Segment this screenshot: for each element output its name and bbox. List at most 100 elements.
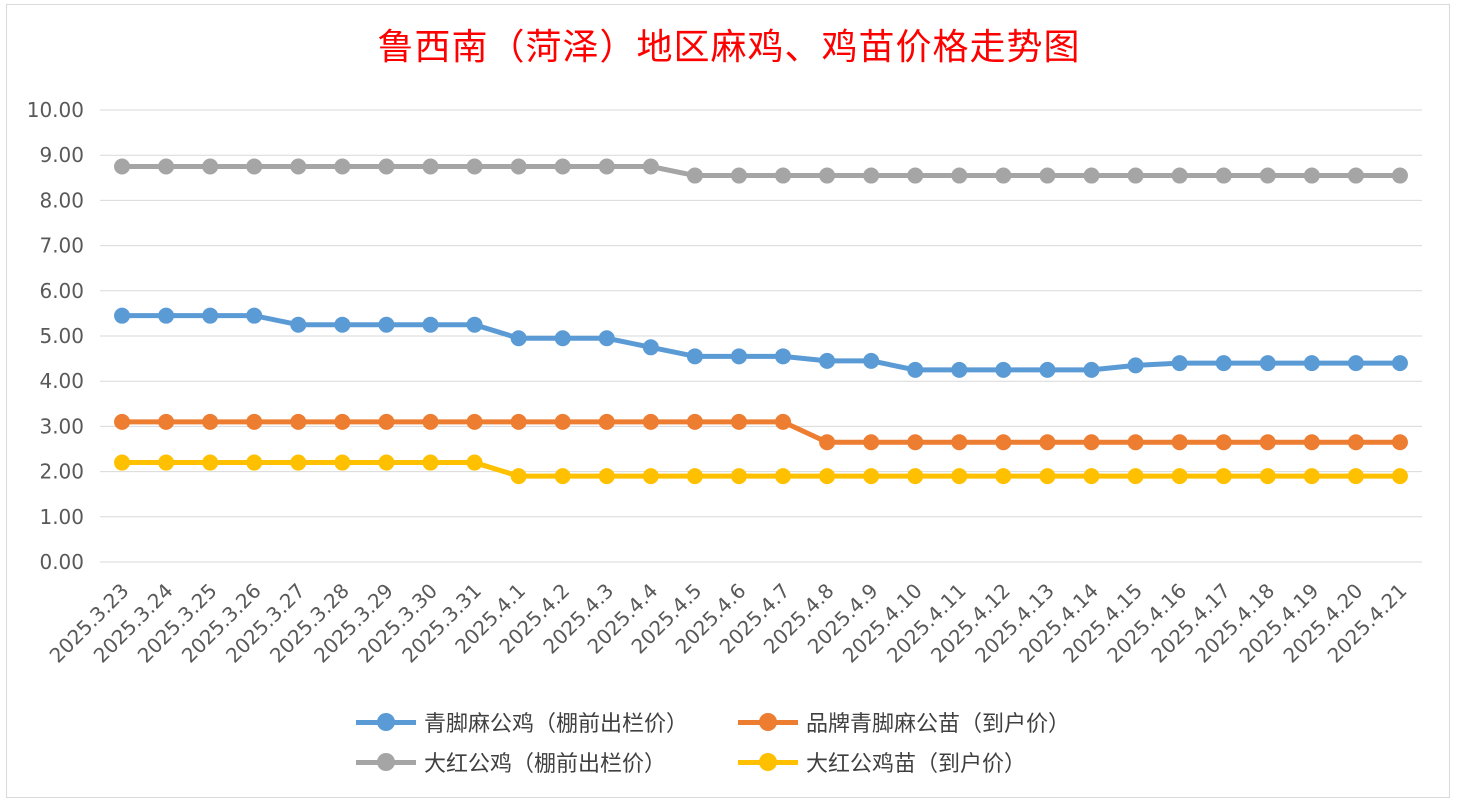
data-point: [863, 167, 880, 184]
data-point: [554, 413, 571, 430]
data-point: [466, 158, 483, 175]
data-point: [995, 361, 1012, 378]
data-point: [1171, 468, 1188, 485]
data-point: [686, 413, 703, 430]
legend-marker: [738, 752, 798, 772]
data-point: [1303, 355, 1320, 372]
data-point: [907, 167, 924, 184]
data-point: [1127, 468, 1144, 485]
data-point: [863, 352, 880, 369]
data-point: [1083, 167, 1100, 184]
legend-marker: [356, 752, 416, 772]
legend-marker: [738, 712, 798, 732]
data-point: [1083, 468, 1100, 485]
data-point: [642, 468, 659, 485]
data-point: [1039, 167, 1056, 184]
data-point: [510, 330, 527, 347]
chart-area[interactable]: [6, 4, 1450, 798]
data-point: [422, 316, 439, 333]
data-point: [1083, 434, 1100, 451]
legend-item-series-4: 大红公鸡苗（到户价）: [738, 746, 1026, 778]
data-point: [1039, 361, 1056, 378]
data-point: [598, 413, 615, 430]
data-point: [951, 468, 968, 485]
data-point: [1215, 355, 1232, 372]
data-point: [378, 454, 395, 471]
data-point: [730, 413, 747, 430]
data-point: [819, 434, 836, 451]
data-point: [995, 167, 1012, 184]
data-point: [290, 316, 307, 333]
y-tick-label: 8.00: [39, 188, 84, 212]
data-point: [686, 167, 703, 184]
data-point: [1391, 468, 1408, 485]
data-point: [598, 158, 615, 175]
data-point: [1127, 434, 1144, 451]
data-point: [290, 454, 307, 471]
data-point: [466, 413, 483, 430]
data-point: [686, 468, 703, 485]
data-point: [158, 307, 175, 324]
y-tick-label: 0.00: [39, 550, 84, 574]
data-point: [951, 434, 968, 451]
data-point: [422, 158, 439, 175]
legend-label: 大红公鸡苗（到户价）: [806, 752, 1027, 777]
legend-marker: [356, 712, 416, 732]
data-point: [1215, 468, 1232, 485]
data-point: [598, 330, 615, 347]
data-point: [819, 352, 836, 369]
data-point: [819, 167, 836, 184]
data-point: [378, 158, 395, 175]
data-point: [114, 158, 131, 175]
data-point: [1391, 355, 1408, 372]
legend-item-series-3: 大红公鸡（棚前出栏价）: [356, 746, 666, 778]
data-point: [466, 454, 483, 471]
data-point: [1347, 434, 1364, 451]
legend-item-series-1: 青脚麻公鸡（棚前出栏价）: [356, 706, 688, 738]
legend-item-series-2: 品牌青脚麻公苗（到户价）: [738, 706, 1070, 738]
data-point: [378, 413, 395, 430]
data-point: [1171, 434, 1188, 451]
data-point: [1171, 355, 1188, 372]
data-point: [246, 413, 263, 430]
data-point: [642, 413, 659, 430]
data-point: [334, 316, 351, 333]
data-point: [114, 413, 131, 430]
data-point: [1259, 167, 1276, 184]
data-point: [686, 348, 703, 365]
data-point: [510, 158, 527, 175]
data-point: [1039, 468, 1056, 485]
data-point: [202, 307, 219, 324]
data-point: [863, 468, 880, 485]
data-point: [995, 434, 1012, 451]
data-point: [1127, 357, 1144, 374]
data-point: [290, 158, 307, 175]
data-point: [246, 307, 263, 324]
data-point: [907, 361, 924, 378]
data-point: [466, 316, 483, 333]
data-point: [642, 158, 659, 175]
data-point: [246, 158, 263, 175]
data-point: [202, 413, 219, 430]
y-tick-label: 9.00: [39, 143, 84, 167]
data-point: [1215, 434, 1232, 451]
data-point: [114, 454, 131, 471]
data-point: [863, 434, 880, 451]
data-point: [1347, 355, 1364, 372]
data-point: [1127, 167, 1144, 184]
data-point: [951, 361, 968, 378]
data-point: [775, 348, 792, 365]
data-point: [1215, 167, 1232, 184]
data-point: [554, 468, 571, 485]
y-tick-label: 2.00: [39, 460, 84, 484]
data-point: [554, 330, 571, 347]
data-point: [1259, 434, 1276, 451]
data-point: [951, 167, 968, 184]
data-point: [598, 468, 615, 485]
data-point: [554, 158, 571, 175]
data-point: [1347, 167, 1364, 184]
y-tick-label: 5.00: [39, 324, 84, 348]
data-point: [1303, 434, 1320, 451]
data-point: [1039, 434, 1056, 451]
